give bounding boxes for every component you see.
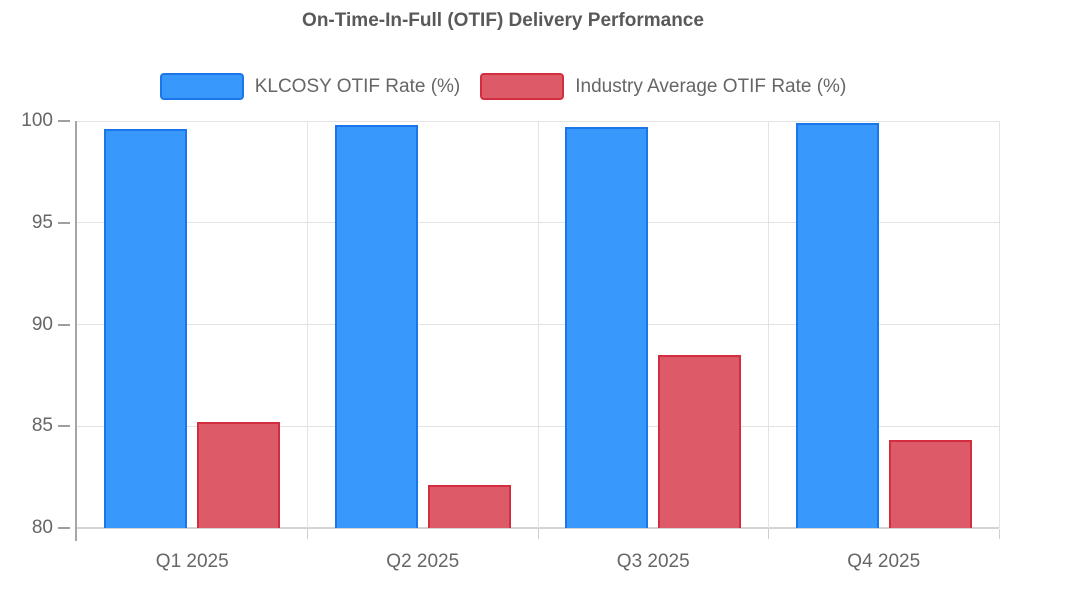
gridline-vertical xyxy=(998,121,1000,528)
y-tick-80 xyxy=(58,527,70,529)
x-tick-4 xyxy=(998,529,1000,539)
x-axis-line xyxy=(77,527,999,529)
y-tick-label-80: 80 xyxy=(31,517,53,538)
x-tick-3 xyxy=(768,529,769,539)
y-axis-line xyxy=(75,121,77,529)
bar-klcosy-q1-2025[interactable] xyxy=(104,129,188,528)
gridline-vertical xyxy=(768,121,769,528)
y-tick-label-85: 85 xyxy=(31,415,53,437)
y-tick-95 xyxy=(58,221,70,224)
bar-industry-average-q1-2025[interactable] xyxy=(197,422,281,528)
x-tick-1 xyxy=(307,529,308,539)
chart-legend: KLCOSY OTIF Rate (%) Industry Average OT… xyxy=(0,73,1006,100)
legend-swatch-industry-average-icon xyxy=(480,73,565,100)
y-tick-100 xyxy=(58,120,70,122)
x-tick-label-q1-2025: Q1 2025 xyxy=(155,551,229,572)
gridline-vertical xyxy=(307,121,308,528)
x-tick-0 xyxy=(75,529,77,541)
y-tick-label-95: 95 xyxy=(31,211,53,233)
chart-title: On-Time-In-Full (OTIF) Delivery Performa… xyxy=(302,10,704,31)
legend-item-industry-average[interactable]: Industry Average OTIF Rate (%) xyxy=(480,73,846,100)
x-tick-label-q2-2025: Q2 2025 xyxy=(386,551,460,572)
x-tick-label-q3-2025: Q3 2025 xyxy=(616,551,690,572)
legend-swatch-klcosy-icon xyxy=(159,73,244,100)
gridline-vertical xyxy=(537,121,539,528)
y-tick-label-100: 100 xyxy=(21,110,53,131)
bar-klcosy-q4-2025[interactable] xyxy=(795,123,879,528)
bar-industry-average-q2-2025[interactable] xyxy=(427,485,511,528)
bar-industry-average-q3-2025[interactable] xyxy=(658,355,742,528)
legend-item-klcosy[interactable]: KLCOSY OTIF Rate (%) xyxy=(159,73,461,100)
bar-industry-average-q4-2025[interactable] xyxy=(888,440,972,528)
y-tick-label-90: 90 xyxy=(31,313,53,335)
legend-label-industry-average: Industry Average OTIF Rate (%) xyxy=(575,75,847,97)
y-tick-90 xyxy=(58,323,70,326)
x-tick-2 xyxy=(537,529,539,539)
bar-klcosy-q3-2025[interactable] xyxy=(565,127,649,528)
bar-klcosy-q2-2025[interactable] xyxy=(334,125,418,528)
legend-label-klcosy: KLCOSY OTIF Rate (%) xyxy=(254,75,461,97)
x-tick-label-q4-2025: Q4 2025 xyxy=(847,551,921,572)
y-tick-85 xyxy=(58,425,70,428)
